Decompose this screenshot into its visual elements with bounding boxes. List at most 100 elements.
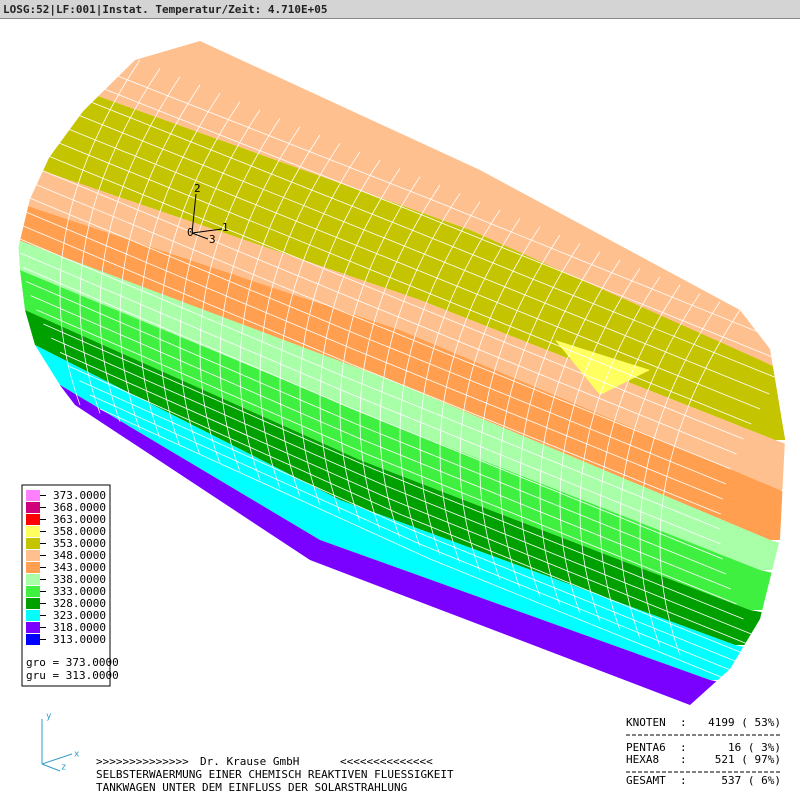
mesh-lines xyxy=(19,59,785,705)
legend-label: 328.0000 xyxy=(53,597,106,610)
legend-swatch xyxy=(26,502,40,513)
mesh-line xyxy=(559,268,641,614)
legend-label: 358.0000 xyxy=(53,525,106,538)
title-bar: LOSG:52|LF:001|Instat. Temperatur/Zeit: … xyxy=(0,0,800,19)
legend-label: 353.0000 xyxy=(53,537,106,550)
mesh-line xyxy=(43,323,744,620)
mesh-line xyxy=(479,234,561,581)
mesh-line xyxy=(459,226,541,572)
triad-label: 1 xyxy=(222,221,229,234)
mesh-line xyxy=(79,380,780,680)
band xyxy=(25,170,785,490)
legend-gru: gru = 313.0000 xyxy=(26,669,119,682)
stats-colon: : xyxy=(680,753,687,766)
viewport: 2 1 3 0 373.0000368.0000363.0000358.0000… xyxy=(18,41,785,794)
mesh-line xyxy=(219,126,301,472)
band xyxy=(25,310,785,645)
stats-label: PENTA6 xyxy=(626,741,666,754)
legend-label: 343.0000 xyxy=(53,561,106,574)
mesh-line xyxy=(99,408,785,705)
mesh-line xyxy=(30,295,731,590)
legend-swatch xyxy=(26,574,40,585)
legend-swatch xyxy=(26,610,40,621)
footer-line: SELBSTERWAERMUNG EINER CHEMISCH REAKTIVE… xyxy=(96,768,454,781)
legend-gro: gro = 373.0000 xyxy=(26,656,119,669)
mesh-line xyxy=(22,266,723,560)
mesh-line xyxy=(79,68,161,414)
stats-value: 4199 ( 53%) xyxy=(708,716,781,729)
stats-colon: : xyxy=(680,774,687,787)
mesh-line xyxy=(159,101,241,447)
mesh-line xyxy=(19,238,721,530)
mesh-line xyxy=(119,84,201,431)
mesh-line xyxy=(339,176,421,522)
triad-label: 2 xyxy=(194,182,201,195)
band xyxy=(35,345,785,680)
stats: KNOTEN: 4199 ( 53%) PENTA6: 16 ( 3%) HEXA8: 5… xyxy=(626,716,781,787)
mesh-line xyxy=(279,151,361,497)
triad-label: 3 xyxy=(209,233,216,246)
cylinder-mesh xyxy=(18,41,785,705)
banner-left: >>>>>>>>>>>>>> xyxy=(96,755,189,768)
legend-label: 363.0000 xyxy=(53,513,106,526)
stats-colon: : xyxy=(680,741,687,754)
mesh-line xyxy=(419,209,501,556)
company: Dr. Krause GmbH xyxy=(200,755,299,768)
band xyxy=(18,240,785,570)
legend-label: 373.0000 xyxy=(53,489,106,502)
mesh-line xyxy=(79,96,780,380)
mesh-line xyxy=(51,337,752,635)
legend-label: 313.0000 xyxy=(53,633,106,646)
mesh-line xyxy=(399,201,481,547)
mesh-line xyxy=(20,252,721,545)
axis-icon xyxy=(41,719,73,772)
mesh-line xyxy=(139,93,221,439)
legend-swatch xyxy=(26,490,40,501)
legend-swatch xyxy=(26,622,40,633)
mesh-line xyxy=(20,224,721,515)
stats-label: KNOTEN xyxy=(626,716,666,729)
mesh-line xyxy=(359,184,441,531)
mesh-line xyxy=(43,153,744,440)
legend-label: 333.0000 xyxy=(53,585,106,598)
stats-value: 16 ( 3%) xyxy=(728,741,781,754)
axis-label: z xyxy=(61,763,66,773)
legend-label: 323.0000 xyxy=(53,609,106,622)
legend-swatch xyxy=(26,634,40,645)
mesh-line xyxy=(659,309,741,656)
triad-label: 0 xyxy=(187,226,194,239)
legend-swatch xyxy=(26,514,40,525)
mesh-line xyxy=(89,394,785,695)
legend-label: 368.0000 xyxy=(53,501,106,514)
mesh-line xyxy=(51,139,752,425)
mesh-line xyxy=(59,59,141,406)
footer-line: TANKWAGEN UNTER DEM EINFLUSS DER SOLARST… xyxy=(96,781,407,794)
mesh-line xyxy=(619,293,701,639)
legend-label: 338.0000 xyxy=(53,573,106,586)
stats-value: 537 ( 6%) xyxy=(721,774,781,787)
legend-swatch xyxy=(26,586,40,597)
axis-label: x xyxy=(74,750,80,760)
mesh-line xyxy=(499,243,581,589)
mesh-line xyxy=(36,309,737,605)
mesh-line xyxy=(69,111,770,395)
mesh-line xyxy=(36,167,737,455)
mesh-line xyxy=(99,68,785,350)
stats-label: GESAMT xyxy=(626,774,666,787)
stats-colon: : xyxy=(680,716,687,729)
mesh-line xyxy=(99,76,181,422)
mesh-line xyxy=(439,218,521,564)
mesh-line xyxy=(379,193,461,539)
mesh-line xyxy=(599,284,681,631)
mesh-line xyxy=(25,281,727,575)
legend-swatch xyxy=(26,526,40,537)
band xyxy=(40,95,785,440)
legend-label: 318.0000 xyxy=(53,621,106,634)
legend: 373.0000368.0000363.0000358.0000353.0000… xyxy=(26,489,106,646)
mesh-line xyxy=(319,168,401,514)
stats-value: 521 ( 97%) xyxy=(715,753,781,766)
mesh-line xyxy=(299,159,381,506)
legend-label: 348.0000 xyxy=(53,549,106,562)
legend-swatch xyxy=(26,598,40,609)
